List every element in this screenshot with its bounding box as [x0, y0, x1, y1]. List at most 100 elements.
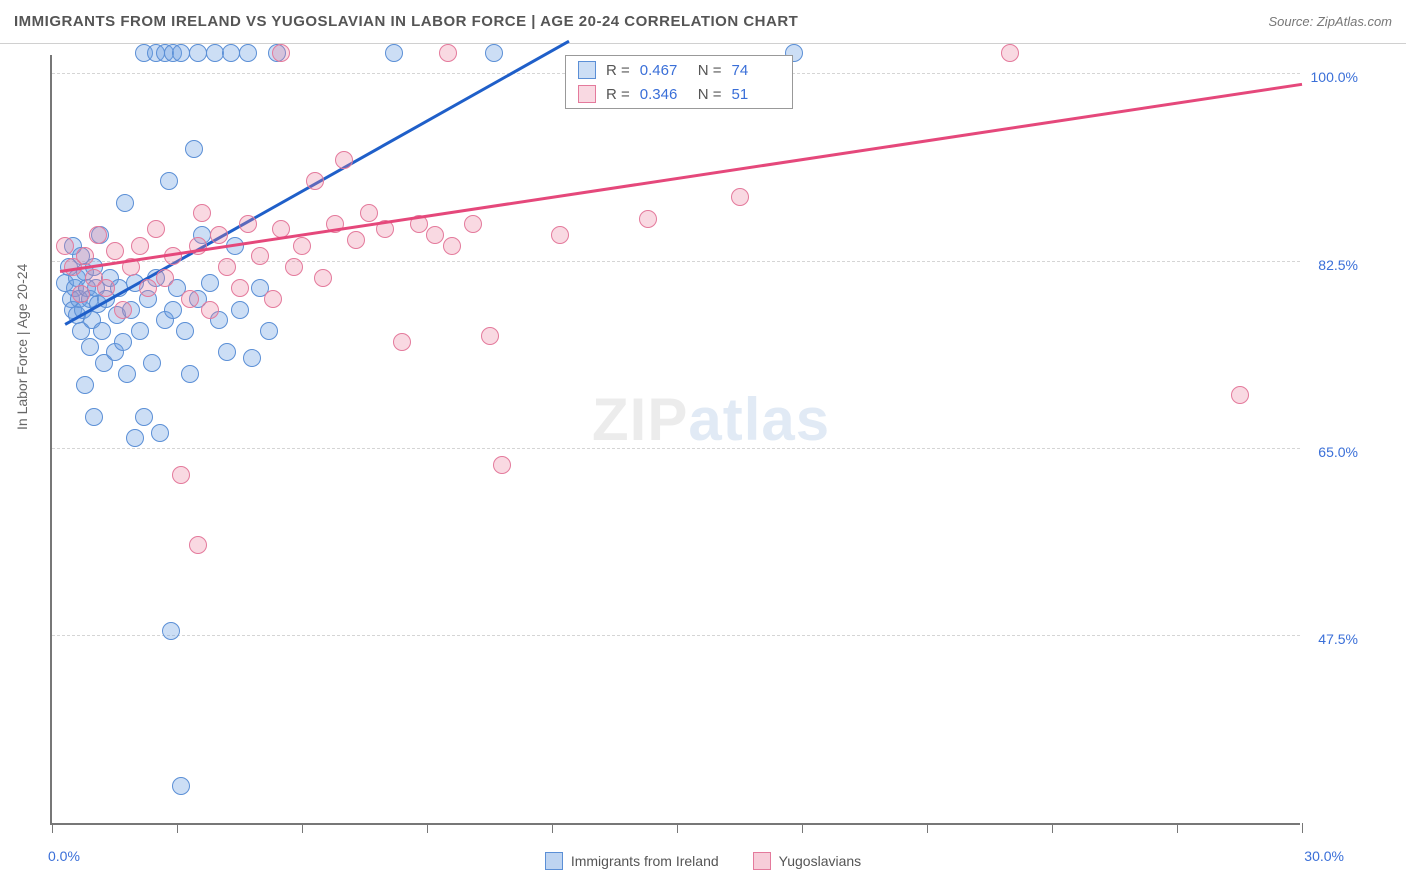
data-point — [135, 408, 153, 426]
stat-n-value: 51 — [732, 86, 780, 103]
data-point — [306, 172, 324, 190]
legend-swatch — [545, 852, 563, 870]
data-point — [314, 269, 332, 287]
data-point — [731, 188, 749, 206]
data-point — [193, 204, 211, 222]
data-point — [181, 290, 199, 308]
legend-swatch — [753, 852, 771, 870]
data-point — [106, 242, 124, 260]
data-point — [181, 365, 199, 383]
data-point — [464, 215, 482, 233]
data-point — [481, 327, 499, 345]
data-point — [439, 44, 457, 62]
legend-item-ireland: Immigrants from Ireland — [545, 852, 719, 870]
stat-swatch — [578, 61, 596, 79]
data-point — [551, 226, 569, 244]
data-point — [272, 44, 290, 62]
data-point — [156, 269, 174, 287]
legend: Immigrants from Ireland Yugoslavians — [0, 852, 1406, 870]
legend-label: Immigrants from Ireland — [571, 853, 719, 869]
stat-r-value: 0.467 — [640, 62, 688, 79]
data-point — [231, 279, 249, 297]
data-point — [131, 322, 149, 340]
stat-n-label: N = — [698, 86, 722, 103]
legend-item-yugoslavians: Yugoslavians — [753, 852, 862, 870]
y-tick-label: 65.0% — [1318, 444, 1358, 460]
stat-n-value: 74 — [732, 62, 780, 79]
scatter-plot-area: ZIPatlas — [50, 55, 1300, 825]
data-point — [426, 226, 444, 244]
x-tick — [427, 823, 428, 833]
data-point — [231, 301, 249, 319]
data-point — [385, 44, 403, 62]
x-min-label: 0.0% — [48, 848, 80, 864]
x-tick — [552, 823, 553, 833]
gridline — [52, 261, 1300, 262]
stat-r-label: R = — [606, 86, 630, 103]
data-point — [172, 777, 190, 795]
data-point — [243, 349, 261, 367]
y-tick-label: 47.5% — [1318, 631, 1358, 647]
data-point — [116, 194, 134, 212]
x-tick — [927, 823, 928, 833]
watermark: ZIPatlas — [592, 385, 830, 454]
data-point — [89, 226, 107, 244]
stat-n-label: N = — [698, 62, 722, 79]
x-tick — [177, 823, 178, 833]
data-point — [151, 424, 169, 442]
data-point — [162, 622, 180, 640]
data-point — [143, 354, 161, 372]
data-point — [85, 408, 103, 426]
stat-r-label: R = — [606, 62, 630, 79]
x-tick — [52, 823, 53, 833]
stat-r-value: 0.346 — [640, 86, 688, 103]
x-tick — [302, 823, 303, 833]
data-point — [218, 258, 236, 276]
data-point — [72, 285, 90, 303]
data-point — [285, 258, 303, 276]
data-point — [114, 301, 132, 319]
trend-line — [60, 83, 1302, 273]
data-point — [639, 210, 657, 228]
chart-title: IMMIGRANTS FROM IRELAND VS YUGOSLAVIAN I… — [14, 13, 798, 30]
data-point — [210, 226, 228, 244]
x-tick — [802, 823, 803, 833]
data-point — [251, 247, 269, 265]
data-point — [335, 151, 353, 169]
data-point — [393, 333, 411, 351]
data-point — [443, 237, 461, 255]
data-point — [118, 365, 136, 383]
data-point — [185, 140, 203, 158]
data-point — [131, 237, 149, 255]
data-point — [201, 274, 219, 292]
data-point — [260, 322, 278, 340]
stat-row: R = 0.346 N = 51 — [566, 82, 792, 106]
x-tick — [1302, 823, 1303, 833]
data-point — [56, 237, 74, 255]
stat-row: R = 0.467 N = 74 — [566, 58, 792, 82]
data-point — [114, 333, 132, 351]
data-point — [360, 204, 378, 222]
data-point — [189, 44, 207, 62]
data-point — [201, 301, 219, 319]
data-point — [172, 466, 190, 484]
x-tick — [677, 823, 678, 833]
data-point — [347, 231, 365, 249]
data-point — [206, 44, 224, 62]
data-point — [172, 44, 190, 62]
data-point — [160, 172, 178, 190]
data-point — [126, 429, 144, 447]
y-tick-label: 100.0% — [1311, 69, 1358, 85]
data-point — [264, 290, 282, 308]
data-point — [239, 215, 257, 233]
data-point — [293, 237, 311, 255]
correlation-stats-box: R = 0.467 N = 74 R = 0.346 N = 51 — [565, 55, 793, 109]
data-point — [218, 343, 236, 361]
data-point — [189, 536, 207, 554]
data-point — [76, 376, 94, 394]
data-point — [139, 279, 157, 297]
data-point — [222, 44, 240, 62]
data-point — [164, 301, 182, 319]
data-point — [76, 247, 94, 265]
data-point — [147, 220, 165, 238]
